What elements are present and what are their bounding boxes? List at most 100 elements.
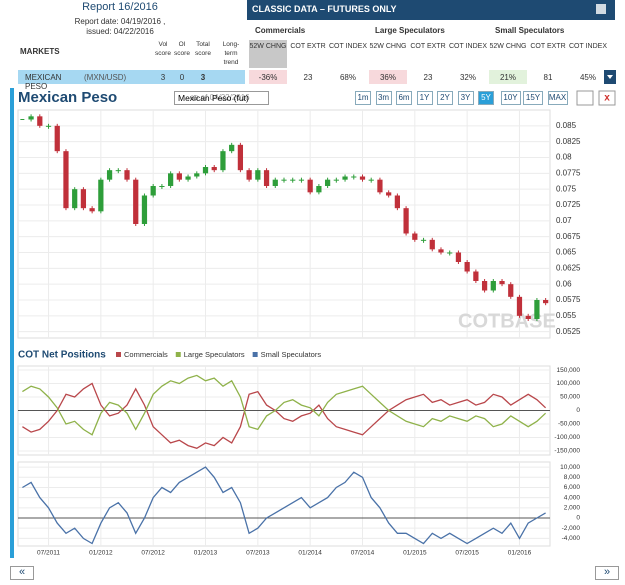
nav-next[interactable]: » xyxy=(595,566,619,580)
candle xyxy=(324,179,331,186)
candle xyxy=(516,296,523,316)
y-tick-label: 50,000 xyxy=(560,394,580,401)
candle xyxy=(499,281,505,285)
candle xyxy=(45,125,52,127)
y-tick-label: 0 xyxy=(576,407,580,414)
banner xyxy=(247,0,615,20)
y-tick-label: 0.06 xyxy=(556,279,572,288)
candle xyxy=(176,173,182,180)
y-tick-label: 2,000 xyxy=(564,505,581,512)
candle xyxy=(194,173,200,177)
y-tick-label: 0.055 xyxy=(556,311,577,320)
column-header: Total score xyxy=(195,41,211,57)
candle xyxy=(89,208,95,212)
range-button[interactable]: 15Y xyxy=(523,91,543,105)
legend-label: Commercials xyxy=(124,350,168,359)
candle xyxy=(185,176,191,180)
candle xyxy=(168,173,174,186)
candle xyxy=(307,179,313,193)
candle xyxy=(28,116,34,120)
series-line xyxy=(22,374,547,436)
close-button[interactable] xyxy=(598,90,616,106)
score: 0 xyxy=(179,73,185,82)
candle xyxy=(438,249,444,253)
as-of: as of 04/22/2016 xyxy=(190,93,250,102)
candle xyxy=(220,151,226,171)
y-tick-label: 150,000 xyxy=(557,367,581,374)
candle xyxy=(359,176,366,180)
cot-cell: 23 xyxy=(303,73,313,82)
y-tick-label: 10,000 xyxy=(560,464,580,471)
candle xyxy=(473,271,479,281)
y-tick-label: 0.0625 xyxy=(556,263,581,272)
candle xyxy=(420,239,427,241)
y-tick-label: -100,000 xyxy=(554,434,580,441)
candle xyxy=(63,151,69,209)
candle xyxy=(447,252,453,254)
report: Report 16/2016 xyxy=(82,1,158,13)
range-button[interactable]: 3Y xyxy=(457,91,474,105)
instrument-select[interactable]: Mexican Peso (fut) xyxy=(174,91,269,105)
cot-cell: -36% xyxy=(249,70,287,84)
x-tick-label: 07/2015 xyxy=(455,550,479,557)
x-tick-label: 01/2013 xyxy=(194,550,218,557)
candle xyxy=(412,233,418,240)
range-button[interactable]: 10Y xyxy=(500,91,521,105)
nav-prev[interactable]: « xyxy=(10,566,34,580)
legend-swatch xyxy=(116,352,121,357)
candle xyxy=(98,179,104,212)
range-button[interactable]: 3m xyxy=(375,91,392,105)
x-tick-label: 07/2014 xyxy=(351,550,375,557)
candle xyxy=(272,179,278,186)
candle xyxy=(211,167,217,171)
cot-cell: 45% xyxy=(579,73,596,82)
market-name: MEXICAN PESO xyxy=(25,73,62,91)
candle xyxy=(159,186,165,187)
candle xyxy=(377,179,383,193)
score: 3 xyxy=(200,73,206,82)
y-tick-label: 0.065 xyxy=(556,248,577,257)
range-button[interactable]: MAX xyxy=(547,91,568,105)
legend-swatch xyxy=(175,352,181,357)
print-icon[interactable] xyxy=(596,4,606,14)
x-tick-label: 01/2012 xyxy=(89,550,113,557)
candle xyxy=(124,170,130,180)
candle xyxy=(333,179,339,181)
candle xyxy=(290,179,296,181)
dropdown-arrow xyxy=(607,75,613,79)
candle xyxy=(246,170,252,180)
side-bar xyxy=(10,88,14,558)
x-tick-label: 01/2014 xyxy=(298,550,322,557)
candle xyxy=(508,284,514,297)
range-button[interactable]: 5Y xyxy=(478,91,494,105)
legend-label: Large Speculators xyxy=(184,350,245,359)
y-tick-label: -150,000 xyxy=(554,448,580,455)
range-button[interactable]: 1m xyxy=(355,91,371,105)
chart-title: Mexican Peso xyxy=(18,89,117,106)
y-tick-label: 4,000 xyxy=(564,494,581,501)
y-tick-label: 0.0775 xyxy=(556,168,581,177)
x-tick-label: 01/2016 xyxy=(508,550,532,557)
score: 3 xyxy=(160,73,166,82)
y-tick-label: 0 xyxy=(576,515,580,522)
range-button[interactable]: 2Y xyxy=(437,91,453,105)
y-tick-label: 0.0675 xyxy=(556,232,581,241)
candle xyxy=(298,179,305,181)
subcolumn-header: 52W CHNG xyxy=(489,43,527,50)
y-tick-label: -4,000 xyxy=(562,535,581,542)
series-line xyxy=(22,382,547,450)
range-button[interactable]: 6m xyxy=(396,91,412,105)
candle xyxy=(394,195,400,209)
candle xyxy=(316,186,322,193)
y-tick-label: 0.085 xyxy=(556,121,577,130)
banner-text: CLASSIC DATA – FUTURES ONLY xyxy=(252,4,397,14)
print-button[interactable] xyxy=(576,90,594,106)
subcolumn-header: COT INDEX xyxy=(569,43,607,50)
y-tick-label: -2,000 xyxy=(562,525,581,532)
column-header: Long-term trend xyxy=(222,41,240,66)
y-tick-label: 0.0525 xyxy=(556,327,581,336)
candle xyxy=(141,195,148,224)
group-header: Small Speculators xyxy=(495,26,565,35)
range-button[interactable]: 1Y xyxy=(416,91,433,105)
